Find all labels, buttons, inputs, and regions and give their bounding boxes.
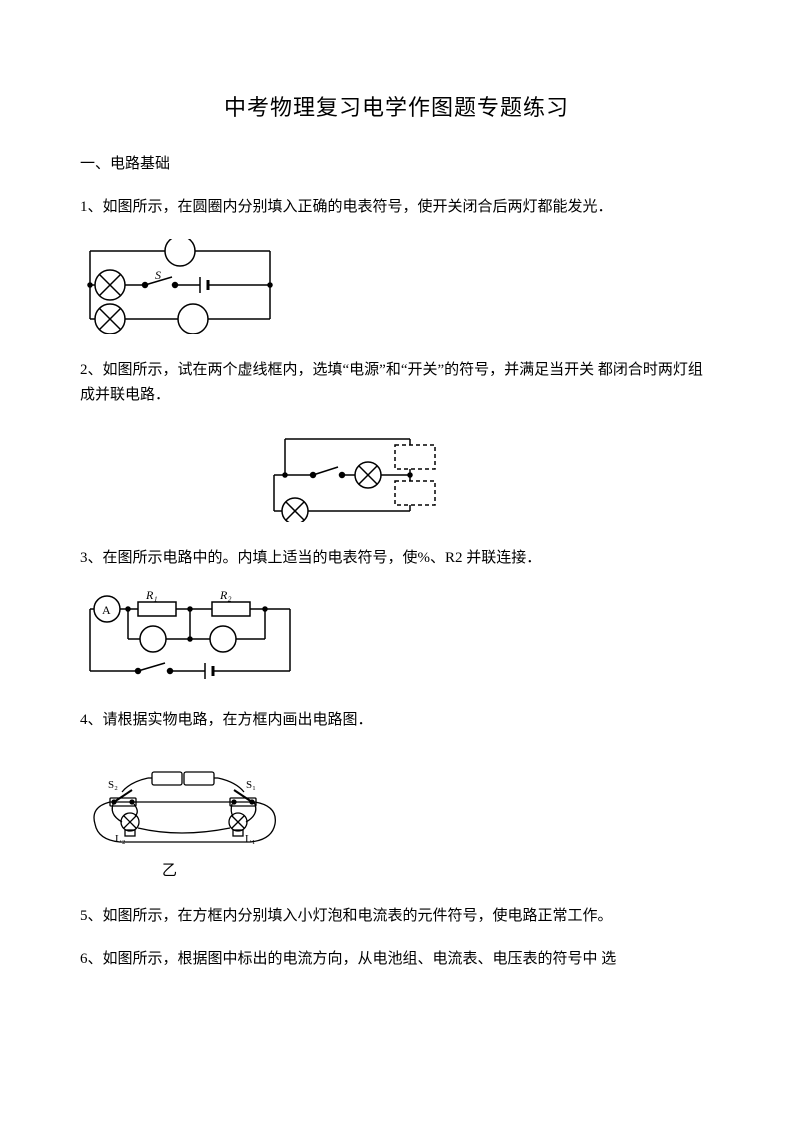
question-3: 3、在图所示电路中的。内填上适当的电表符号，使%、R2 并联连接． (80, 546, 713, 572)
circuit-1-svg: S (80, 239, 280, 334)
page-title: 中考物理复习电学作图题专题练习 (80, 90, 713, 122)
r1-label: R₁ (145, 589, 158, 602)
switch-label: S (155, 268, 161, 282)
figure-3: A R₁ R₂ (80, 589, 713, 684)
circuit-2-svg (260, 427, 460, 522)
question-6: 6、如图所示，根据图中标出的电流方向，从电池组、电流表、电压表的符号中 选 (80, 947, 713, 973)
l1-label: L₁ (245, 833, 256, 845)
s1-label: S₁ (246, 779, 256, 791)
question-4: 4、请根据实物电路，在方框内画出电路图． (80, 708, 713, 734)
figure-4-caption: 乙 (80, 859, 713, 880)
r2-label: R₂ (219, 589, 232, 602)
figure-4: S₂ S₁ L₂ L₁ 乙 (80, 752, 713, 880)
page: 中考物理复习电学作图题专题练习 一、电路基础 1、如图所示，在圆圈内分别填入正确… (0, 0, 793, 1051)
figure-2 (260, 427, 713, 522)
section-heading: 一、电路基础 (80, 152, 713, 173)
question-5: 5、如图所示，在方框内分别填入小灯泡和电流表的元件符号，使电路正常工作。 (80, 904, 713, 930)
ammeter-label: A (102, 603, 111, 617)
question-2: 2、如图所示，试在两个虚线框内，选填“电源”和“开关”的符号，并满足当开关 都闭… (80, 358, 713, 409)
figure-1: S (80, 239, 713, 334)
question-1: 1、如图所示，在圆圈内分别填入正确的电表符号，使开关闭合后两灯都能发光． (80, 195, 713, 221)
circuit-4-svg: S₂ S₁ L₂ L₁ (80, 752, 290, 857)
circuit-3-svg: A R₁ R₂ (80, 589, 300, 684)
l2-label: L₂ (115, 833, 126, 845)
s2-label: S₂ (108, 779, 118, 791)
